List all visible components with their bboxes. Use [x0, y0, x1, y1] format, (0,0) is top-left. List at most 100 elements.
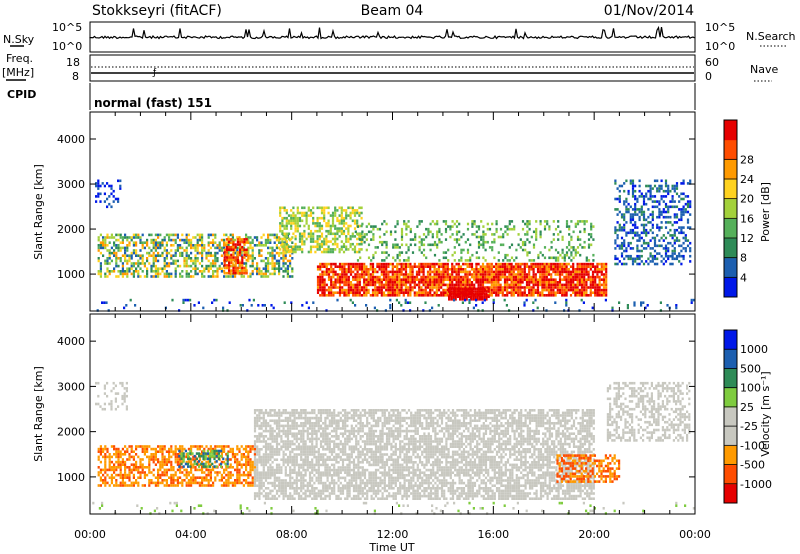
echo-cell	[207, 251, 210, 255]
echo-cell	[247, 484, 250, 487]
echo-cell	[658, 202, 661, 206]
echo-cell	[561, 283, 564, 287]
echo-cell	[101, 301, 104, 304]
echo-cell	[256, 468, 259, 472]
echo-cell	[201, 249, 204, 252]
echo-cell	[172, 233, 175, 237]
echo-cell	[340, 240, 343, 243]
echo-cell	[108, 463, 111, 466]
echo-cell	[161, 463, 164, 466]
echo-cell	[636, 234, 639, 237]
echo-cell	[273, 270, 276, 273]
echo-cell	[264, 435, 268, 438]
echo-cell	[278, 236, 281, 239]
echo-cell	[675, 187, 679, 190]
echo-cell	[236, 249, 239, 252]
echo-cell	[281, 216, 284, 220]
echo-cell	[194, 254, 197, 257]
echo-cell	[422, 288, 425, 292]
echo-cell	[126, 249, 129, 252]
echo-cell	[329, 232, 332, 236]
echo-cell	[558, 273, 562, 276]
echo-cell	[119, 179, 122, 183]
echo-cell	[653, 241, 657, 245]
echo-cell	[283, 216, 286, 220]
echo-cell	[673, 200, 676, 203]
echo-cell	[572, 278, 575, 281]
echo-cell	[420, 220, 423, 223]
echo-cell	[486, 262, 489, 266]
echo-cell	[168, 238, 171, 242]
echo-cell	[108, 195, 111, 198]
echo-cell	[123, 397, 126, 401]
echo-cell	[143, 473, 146, 477]
echo-cell	[446, 262, 449, 266]
echo-cell	[605, 278, 608, 281]
echo-cell	[640, 254, 643, 258]
echo-cell	[403, 220, 406, 223]
echo-cell	[448, 286, 452, 289]
echo-cell	[336, 216, 339, 220]
echo-cell	[102, 254, 105, 257]
echo-cell	[435, 291, 438, 294]
echo-cell	[649, 213, 652, 216]
echo-cell	[258, 450, 261, 454]
echo-cell	[331, 250, 335, 254]
echo-cell	[429, 281, 432, 284]
echo-cell	[411, 278, 414, 281]
echo-cell	[647, 208, 650, 211]
echo-cell	[323, 288, 326, 292]
echo-cell	[334, 227, 337, 230]
echo-cell	[517, 262, 520, 266]
echo-cell	[154, 270, 157, 273]
echo-cell	[325, 250, 328, 254]
echo-cell	[629, 215, 632, 219]
echo-cell	[283, 227, 286, 230]
echo-cell	[273, 267, 276, 270]
echo-cell	[503, 281, 507, 284]
echo-cell	[675, 213, 679, 216]
echo-cell	[227, 275, 230, 278]
echo-cell	[124, 257, 127, 260]
echo-cell	[332, 270, 335, 274]
echo-cell	[179, 463, 182, 466]
echo-cell	[196, 244, 199, 247]
echo-cell	[365, 281, 368, 284]
echo-cell	[554, 278, 557, 281]
echo-cell	[385, 278, 388, 281]
echo-cell	[249, 471, 252, 474]
echo-cell	[234, 269, 237, 272]
echo-cell	[106, 270, 109, 273]
echo-cell	[239, 253, 242, 257]
echo-cell	[554, 286, 557, 289]
echo-cell	[209, 447, 212, 451]
echo-cell	[115, 275, 118, 278]
echo-cell	[580, 291, 584, 294]
echo-cell	[207, 473, 210, 477]
echo-cell	[150, 447, 153, 451]
echo-cell	[506, 291, 509, 294]
echo-cell	[226, 454, 229, 458]
echo-cell	[569, 283, 573, 287]
echo-cell	[256, 463, 259, 467]
echo-cell	[296, 209, 299, 212]
echo-cell	[165, 460, 168, 464]
echo-cell	[182, 452, 185, 455]
echo-cell	[338, 262, 342, 266]
echo-cell	[212, 264, 215, 268]
echo-cell	[207, 463, 210, 466]
echo-cell	[532, 273, 535, 276]
echo-cell	[126, 466, 129, 469]
echo-cell	[165, 468, 168, 472]
echo-cell	[176, 463, 179, 466]
echo-cell	[218, 249, 221, 252]
echo-cell	[583, 270, 586, 274]
echo-cell	[387, 273, 390, 276]
echo-cell	[341, 281, 344, 284]
echo-cell	[236, 447, 239, 451]
echo-cell	[296, 222, 299, 225]
echo-cell	[462, 275, 465, 279]
echo-cell	[187, 244, 190, 247]
echo-cell	[517, 291, 520, 294]
echo-cell	[99, 251, 102, 255]
